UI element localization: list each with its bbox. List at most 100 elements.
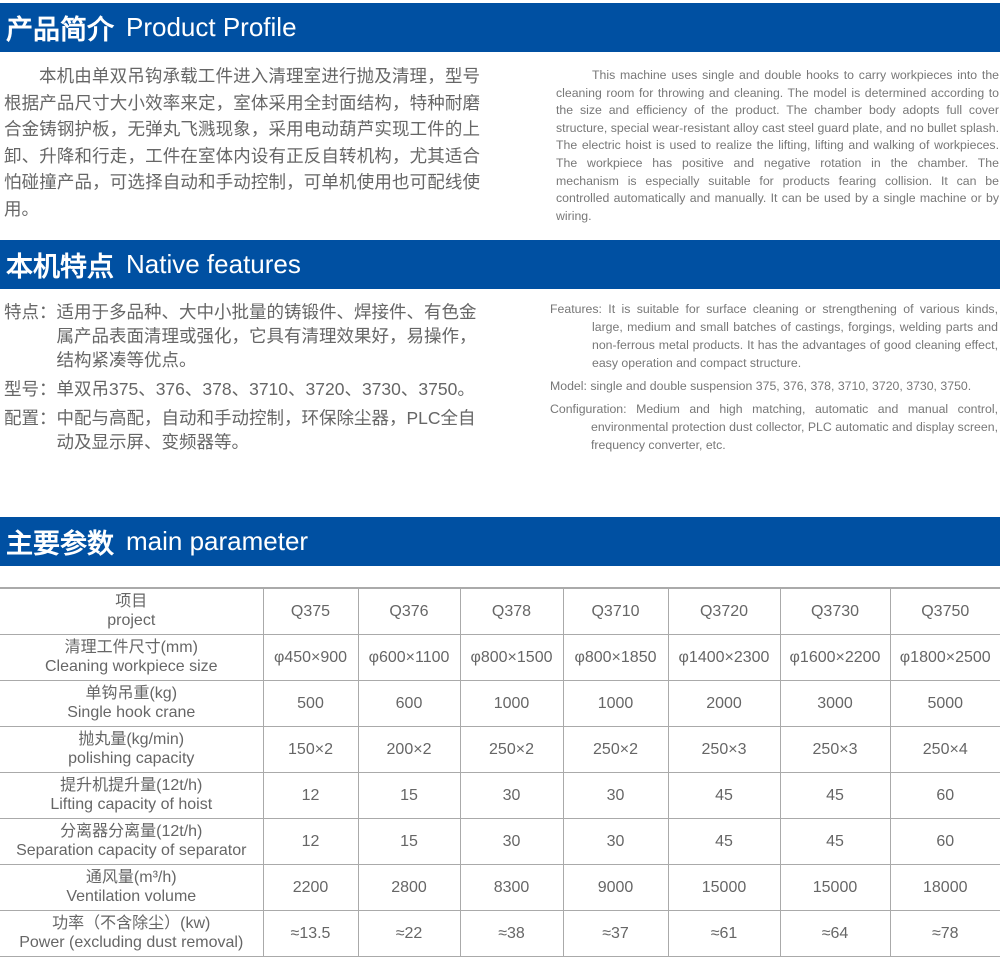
row-label-zh: 抛丸量(kg/min) — [78, 731, 185, 748]
section-title-en: main parameter — [126, 526, 309, 556]
row-label-en: Lifting capacity of hoist — [50, 796, 213, 813]
header-model: Q378 — [459, 587, 564, 635]
cell-value: 15 — [357, 771, 461, 819]
cell-value: φ600×1100 — [357, 633, 461, 681]
feature-label: 配置： — [4, 408, 57, 428]
row-label-zh: 通风量(m³/h) — [85, 869, 177, 886]
header-zh: 项目 — [115, 593, 148, 611]
row-label-en: Power (excluding dust removal) — [19, 934, 244, 951]
cell-value: 2800 — [357, 863, 461, 911]
row-label: 提升机提升量(12t/h) Lifting capacity of hoist — [0, 771, 264, 819]
cell-value: 3000 — [779, 679, 891, 727]
row-label-en: polishing capacity — [68, 750, 195, 767]
table-row: 抛丸量(kg/min) polishing capacity 150×2 200×2 2… — [0, 725, 1000, 773]
cell-value: 1000 — [562, 679, 669, 727]
header-model: Q3750 — [889, 587, 1000, 635]
section-title-zh: 产品简介 — [6, 15, 114, 45]
cell-value: 1000 — [459, 679, 564, 727]
cell-value: ≈38 — [459, 909, 564, 957]
cell-value: 30 — [562, 817, 669, 865]
row-label-en: Single hook crane — [67, 704, 196, 721]
parameter-table: 项目 project Q375 Q376 Q378 Q3710 Q3720 Q3730 Q375… — [0, 587, 1000, 957]
profile-text-en: This machine uses single and double hook… — [556, 68, 999, 223]
cell-value: 60 — [889, 817, 1000, 865]
cell-value: φ800×1500 — [459, 633, 564, 681]
feature-text: 单双吊375、376、378、3710、3720、3730、3750。 — [56, 379, 475, 399]
row-label-zh: 单钩吊重(kg) — [85, 685, 178, 702]
header-model: Q375 — [262, 587, 359, 635]
feature-text: 适用于多品种、大中小批量的铸锻件、焊接件、有色金属产品表面清理或强化，它具有清理… — [56, 302, 477, 370]
cell-value: ≈64 — [779, 909, 891, 957]
table-row: 功率（不含除尘）(kw) Power (excluding dust remova… — [0, 909, 1000, 957]
section-header-features: 本机特点 Native features — [0, 240, 1000, 289]
feature-item-en: Configuration: Medium and high matching,… — [550, 402, 998, 452]
cell-value: 15000 — [779, 863, 891, 911]
row-label-zh: 分离器分离量(12t/h) — [60, 823, 203, 840]
cell-value: 250×3 — [779, 725, 891, 773]
cell-value: φ450×900 — [262, 633, 359, 681]
cell-value: 15000 — [667, 863, 781, 911]
cell-value: 12 — [262, 817, 359, 865]
cell-value: φ1400×2300 — [667, 633, 781, 681]
section-title-en: Product Profile — [126, 12, 297, 42]
cell-value: 500 — [262, 679, 359, 727]
profile-text-zh: 本机由单双吊钩承载工件进入清理室进行抛及清理，型号根据产品尺寸大小效率来定，室体… — [4, 66, 480, 219]
cell-value: 30 — [562, 771, 669, 819]
feature-item: 型号： 单双吊375、376、378、3710、3720、3730、3750。 — [4, 377, 482, 401]
feature-item: 配置： 中配与高配，自动和手动控制，环保除尘器，PLC全自动及显示屏、变频器等。 — [4, 406, 482, 454]
table-row: 分离器分离量(12t/h) Separation capacity of sepa… — [0, 817, 1000, 865]
cell-value: 5000 — [889, 679, 1000, 727]
header-model: Q3730 — [779, 587, 891, 635]
cell-value: 45 — [667, 817, 781, 865]
cell-value: φ800×1850 — [562, 633, 669, 681]
cell-value: 600 — [357, 679, 461, 727]
feature-label: 特点： — [4, 302, 57, 322]
row-label: 清理工件尺寸(mm) Cleaning workpiece size — [0, 633, 264, 681]
cell-value: 12 — [262, 771, 359, 819]
header-model: Q376 — [357, 587, 461, 635]
header-model: Q3720 — [667, 587, 781, 635]
table-row: 通风量(m³/h) Ventilation volume 2200 2800 8300 9… — [0, 863, 1000, 911]
row-label-en: Separation capacity of separator — [16, 842, 247, 859]
row-label: 抛丸量(kg/min) polishing capacity — [0, 725, 264, 773]
cell-value: 60 — [889, 771, 1000, 819]
cell-value: 250×2 — [562, 725, 669, 773]
cell-value: 250×2 — [459, 725, 564, 773]
table-row: 清理工件尺寸(mm) Cleaning workpiece size φ450×90… — [0, 633, 1000, 681]
row-label: 功率（不含除尘）(kw) Power (excluding dust remova… — [0, 909, 264, 957]
row-label: 通风量(m³/h) Ventilation volume — [0, 863, 264, 911]
features-zh: 特点： 适用于多品种、大中小批量的铸锻件、焊接件、有色金属产品表面清理或强化，它具… — [4, 300, 482, 459]
cell-value: 18000 — [889, 863, 1000, 911]
cell-value: 250×3 — [667, 725, 781, 773]
section-header-profile: 产品简介 Product Profile — [0, 3, 1000, 52]
cell-value: φ1800×2500 — [889, 633, 1000, 681]
cell-value: 15 — [357, 817, 461, 865]
cell-value: ≈13.5 — [262, 909, 359, 957]
table-row: 提升机提升量(12t/h) Lifting capacity of hoist 12… — [0, 771, 1000, 819]
cell-value: 9000 — [562, 863, 669, 911]
header-en: project — [107, 612, 156, 630]
section-title-zh: 本机特点 — [6, 252, 114, 282]
row-label-zh: 功率（不含除尘）(kw) — [52, 915, 211, 932]
cell-value: ≈37 — [562, 909, 669, 957]
cell-value: ≈61 — [667, 909, 781, 957]
row-label: 单钩吊重(kg) Single hook crane — [0, 679, 264, 727]
cell-value: 2200 — [262, 863, 359, 911]
row-label-en: Ventilation volume — [66, 888, 197, 905]
row-label-en: Cleaning workpiece size — [44, 658, 218, 675]
row-label: 分离器分离量(12t/h) Separation capacity of sepa… — [0, 817, 264, 865]
cell-value: 45 — [779, 817, 891, 865]
cell-value: 250×4 — [889, 725, 1000, 773]
feature-item: 特点： 适用于多品种、大中小批量的铸锻件、焊接件、有色金属产品表面清理或强化，它具… — [4, 300, 482, 372]
cell-value: 8300 — [459, 863, 564, 911]
section-title-en: Native features — [126, 249, 301, 279]
row-label-zh: 清理工件尺寸(mm) — [64, 639, 198, 656]
header-model: Q3710 — [562, 587, 669, 635]
cell-value: ≈22 — [357, 909, 461, 957]
feature-item-en: Model: single and double suspension 375,… — [550, 379, 972, 393]
section-header-params: 主要参数 main parameter — [0, 517, 1000, 566]
features-en: Features: It is suitable for surface cle… — [550, 300, 998, 459]
cell-value: 200×2 — [357, 725, 461, 773]
cell-value: 2000 — [667, 679, 781, 727]
cell-value: 30 — [459, 771, 564, 819]
